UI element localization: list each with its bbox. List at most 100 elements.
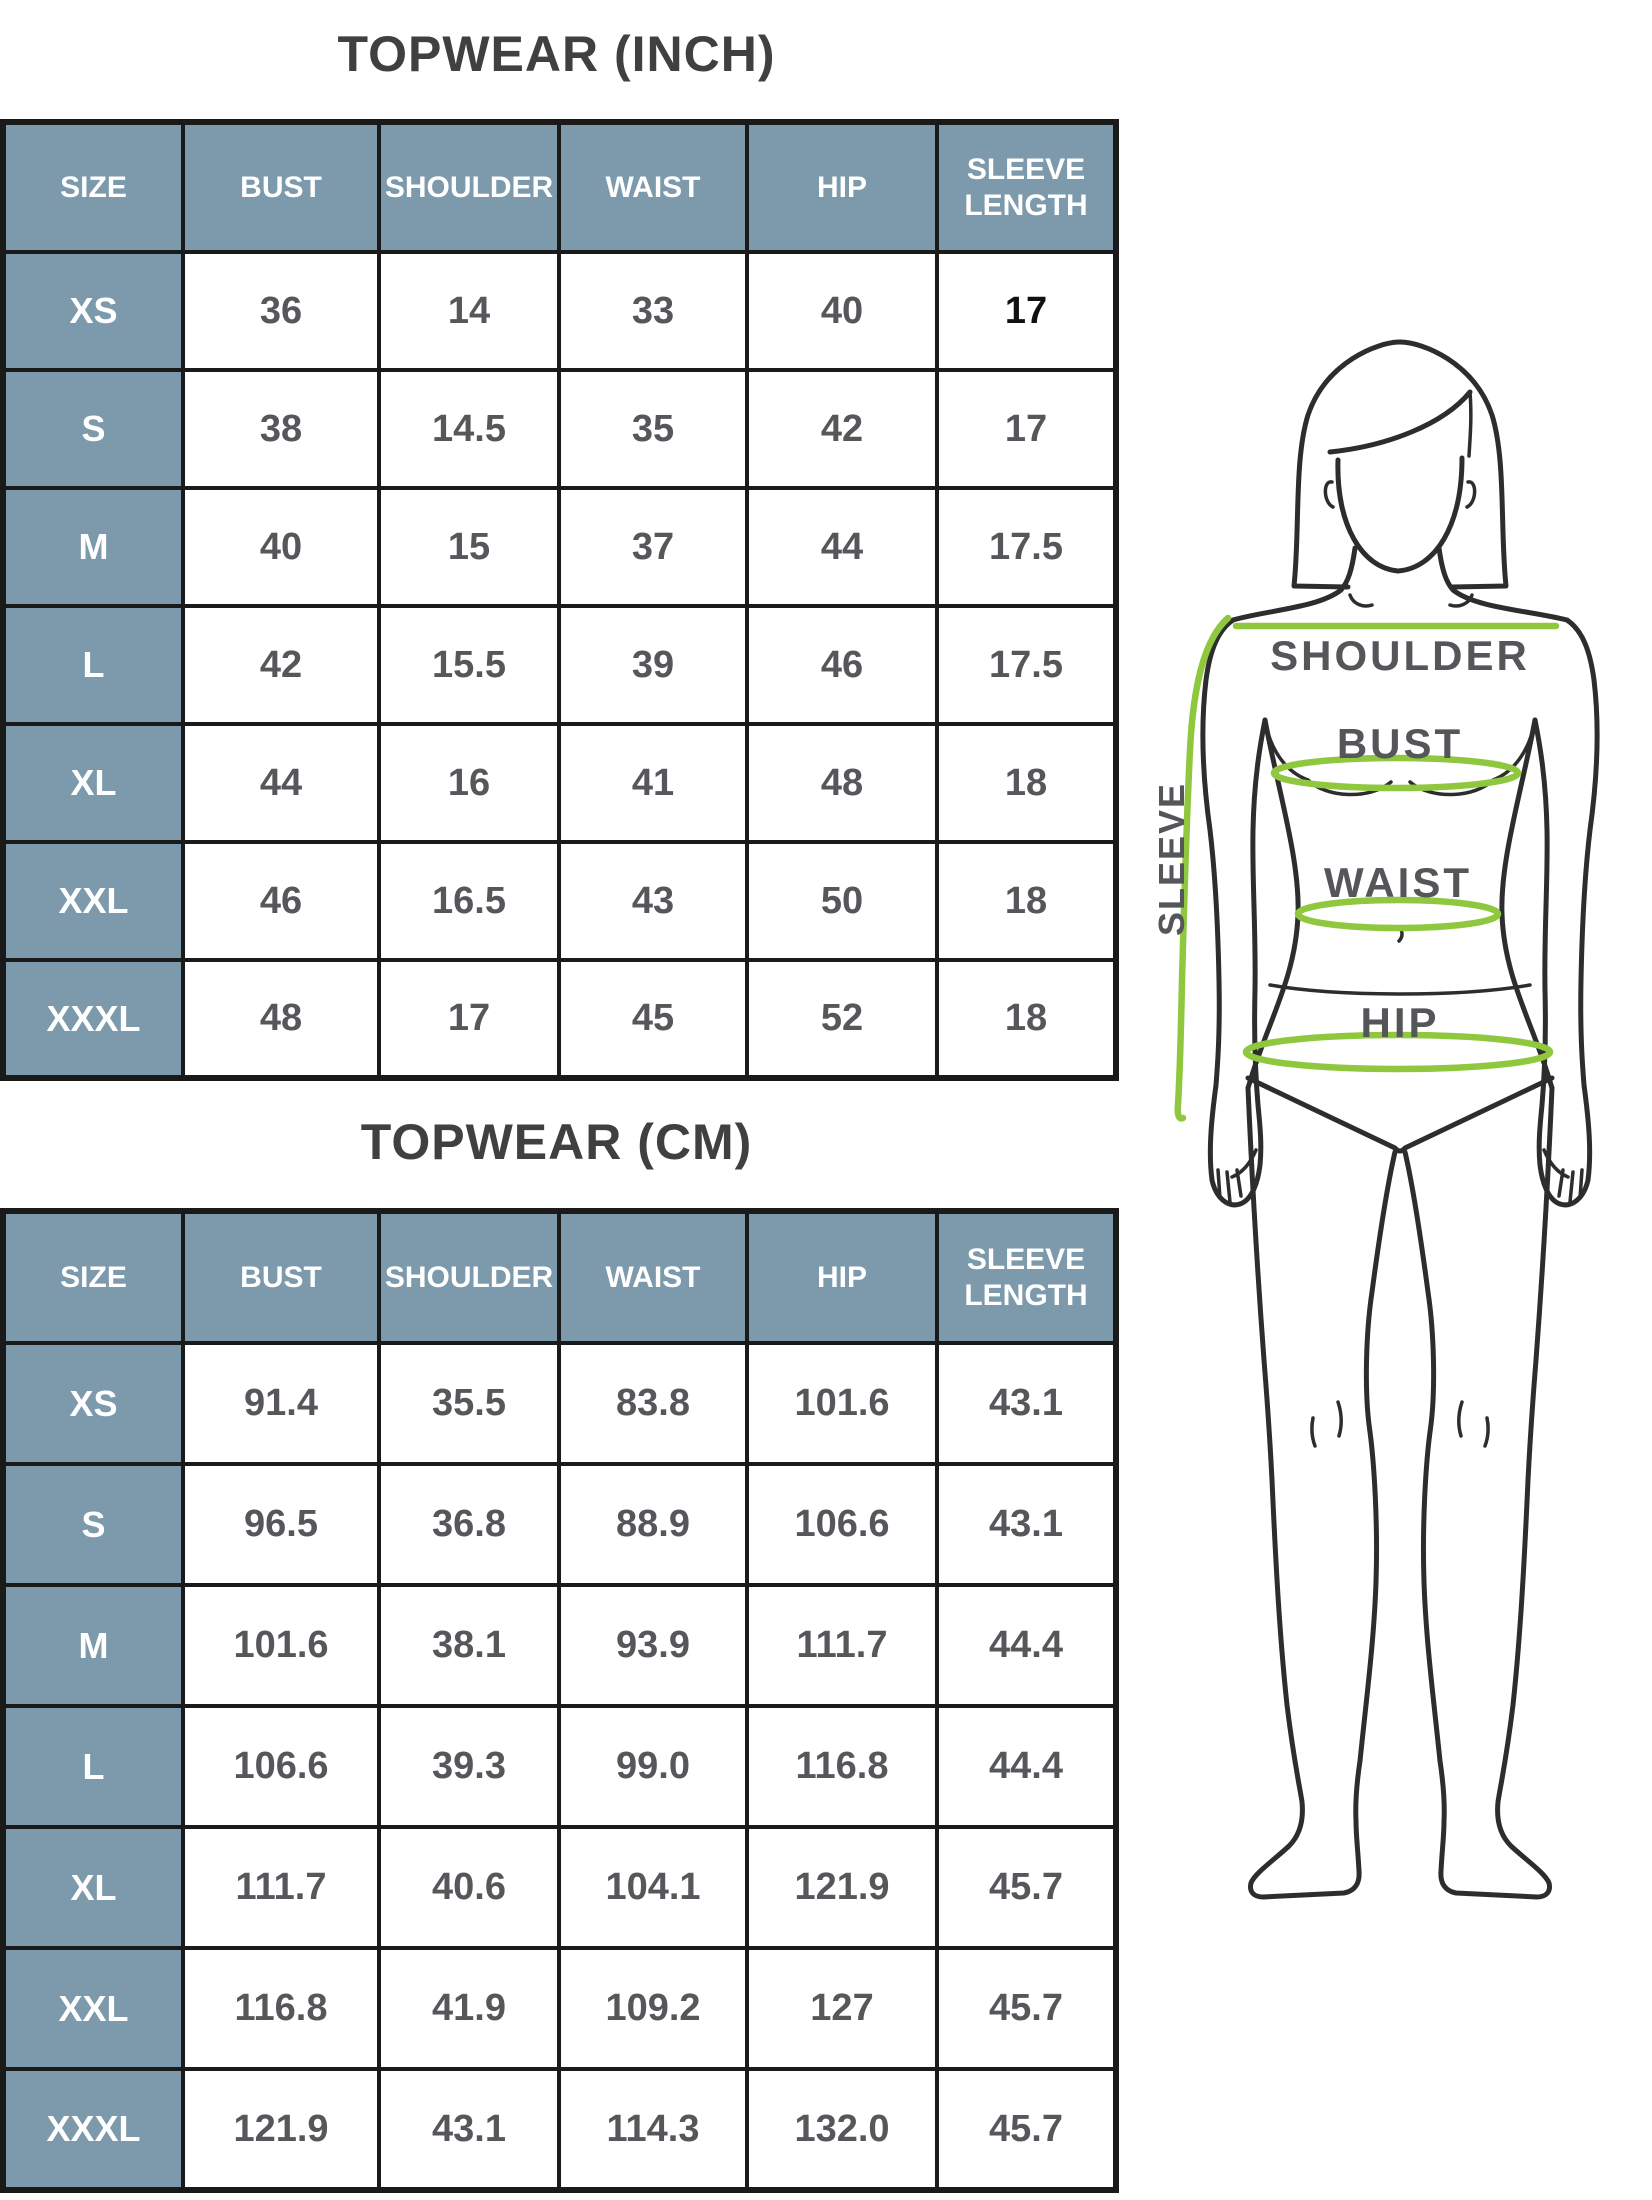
size-label: XS — [1, 250, 185, 372]
measurement-value: 38.1 — [377, 1583, 561, 1708]
size-label: XXXL — [1, 2067, 185, 2192]
measurement-value: 45.7 — [935, 2067, 1118, 2192]
measurement-value: 45.7 — [935, 1825, 1118, 1950]
measurement-value: 43.1 — [935, 1341, 1118, 1466]
neck-shoulder-right — [1436, 545, 1570, 623]
size-row-l: L 106.6 39.3 99.0 116.8 44.4 — [1, 1704, 1118, 1829]
body-measurement-diagram: SHOULDER BUST WAIST HIP SLEEVE — [1148, 330, 1652, 2000]
collarbone-right — [1448, 593, 1474, 608]
column-header-size: SIZE — [1, 1209, 185, 1345]
measurement-value: 17 — [377, 958, 561, 1080]
measurement-value: 35 — [557, 368, 749, 490]
column-header-sleeve-length: SLEEVE LENGTH — [935, 120, 1118, 254]
size-label: XXL — [1, 1946, 185, 2071]
size-row-xl: XL 44 16 41 48 18 — [1, 722, 1118, 844]
measurement-value: 109.2 — [557, 1946, 749, 2071]
measurement-value: 96.5 — [181, 1462, 381, 1587]
size-row-s: S 96.5 36.8 88.9 106.6 43.1 — [1, 1462, 1118, 1587]
measurement-value: 83.8 — [557, 1341, 749, 1466]
measurement-value: 15.5 — [377, 604, 561, 726]
size-label: S — [1, 368, 185, 490]
size-label: M — [1, 1583, 185, 1708]
column-header-hip: HIP — [745, 120, 939, 254]
measurement-value: 42 — [181, 604, 381, 726]
torso-right — [1499, 717, 1555, 1091]
face-outline — [1335, 455, 1465, 574]
size-label: L — [1, 1704, 185, 1829]
measurement-value: 106.6 — [745, 1462, 939, 1587]
measurement-value: 39.3 — [377, 1704, 561, 1829]
bust-label: BUST — [1337, 720, 1463, 767]
size-row-l: L 42 15.5 39 46 17.5 — [1, 604, 1118, 726]
size-label: XL — [1, 722, 185, 844]
measurement-value: 50 — [745, 840, 939, 962]
cm-table-header: SIZE BUST SHOULDER WAIST HIP SLEEVE LENGTH — [1, 1209, 1118, 1345]
measurement-value: 40 — [745, 250, 939, 372]
column-header-hip: HIP — [745, 1209, 939, 1345]
column-header-size: SIZE — [1, 120, 185, 254]
measurement-value: 16.5 — [377, 840, 561, 962]
measurement-value: 40 — [181, 486, 381, 608]
briefs-v-line — [1245, 1075, 1555, 1154]
measurement-value: 45 — [557, 958, 749, 1080]
inch-table-title: TOPWEAR (INCH) — [337, 26, 776, 82]
size-row-xs: XS 91.4 35.5 83.8 101.6 43.1 — [1, 1341, 1118, 1466]
arm-right — [1532, 617, 1600, 1208]
measurement-value: 52 — [745, 958, 939, 1080]
hair-outline — [1291, 339, 1509, 590]
hip-measure-ellipse — [1242, 1031, 1554, 1073]
sleeve-measure-line — [1174, 614, 1232, 1122]
measurement-value: 43 — [557, 840, 749, 962]
hip-label: HIP — [1360, 999, 1439, 1046]
header-row: SIZE BUST SHOULDER WAIST HIP SLEEVE LENGTH — [1, 120, 1118, 254]
column-header-shoulder: SHOULDER — [377, 1209, 561, 1345]
waist-measure-ellipse — [1294, 896, 1502, 932]
measurement-value: 91.4 — [181, 1341, 381, 1466]
size-label: XS — [1, 1341, 185, 1466]
column-header-bust: BUST — [181, 120, 381, 254]
measurement-annotations — [1174, 614, 1560, 1122]
measurement-value: 17 — [935, 250, 1118, 372]
shoulder-label: SHOULDER — [1270, 632, 1530, 679]
measurement-value: 44.4 — [935, 1704, 1118, 1829]
ear-left — [1323, 480, 1335, 509]
measurement-value: 36.8 — [377, 1462, 561, 1587]
measurement-value: 18 — [935, 722, 1118, 844]
measurement-value: 44 — [181, 722, 381, 844]
ear-right — [1465, 480, 1477, 509]
size-label: M — [1, 486, 185, 608]
measurement-value: 121.9 — [745, 1825, 939, 1950]
measurement-value: 16 — [377, 722, 561, 844]
measurement-value: 38 — [181, 368, 381, 490]
measurement-value: 46 — [181, 840, 381, 962]
measurement-value: 43.1 — [377, 2067, 561, 2192]
sleeve-label: SLEEVE — [1151, 782, 1192, 936]
size-label: L — [1, 604, 185, 726]
cm-table-title: TOPWEAR (CM) — [360, 1114, 753, 1170]
bust-measure-ellipse — [1270, 754, 1522, 792]
measurement-value: 111.7 — [181, 1825, 381, 1950]
leg-right — [1402, 1085, 1555, 1900]
measurement-value: 45.7 — [935, 1946, 1118, 2071]
collarbone-left — [1348, 593, 1374, 608]
column-header-waist: WAIST — [557, 1209, 749, 1345]
column-header-shoulder: SHOULDER — [377, 120, 561, 254]
measurement-value: 41 — [557, 722, 749, 844]
measurement-value: 35.5 — [377, 1341, 561, 1466]
measurement-value: 40.6 — [377, 1825, 561, 1950]
measurement-value: 44 — [745, 486, 939, 608]
measurement-value: 116.8 — [181, 1946, 381, 2071]
size-row-m: M 40 15 37 44 17.5 — [1, 486, 1118, 608]
measurement-value: 111.7 — [745, 1583, 939, 1708]
measurement-value: 17.5 — [935, 486, 1118, 608]
measurement-value: 18 — [935, 958, 1118, 1080]
size-row-xxxl: XXXL 48 17 45 52 18 — [1, 958, 1118, 1080]
measurement-value: 121.9 — [181, 2067, 381, 2192]
header-row: SIZE BUST SHOULDER WAIST HIP SLEEVE LENGTH — [1, 1209, 1118, 1345]
measurement-value: 101.6 — [745, 1341, 939, 1466]
size-label: XL — [1, 1825, 185, 1950]
measurement-value: 33 — [557, 250, 749, 372]
measurement-value: 88.9 — [557, 1462, 749, 1587]
size-row-xl: XL 111.7 40.6 104.1 121.9 45.7 — [1, 1825, 1118, 1950]
measurement-value: 42 — [745, 368, 939, 490]
